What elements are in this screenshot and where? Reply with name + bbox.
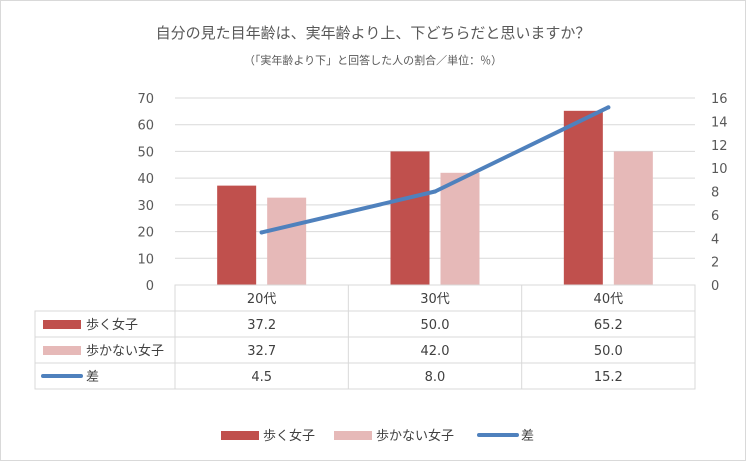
chart-title: 自分の見た目年齢は、実年齢より上、下どちらだと思いますか？ (156, 24, 591, 42)
line-series-diff (259, 105, 611, 235)
right-tick-label: 0 (711, 279, 719, 294)
right-tick-label: 4 (711, 232, 719, 247)
series-name: 差 (86, 370, 99, 385)
left-tick-label: 20 (137, 226, 154, 241)
data-value-label: 65.2 (594, 318, 623, 333)
right-axis: 0 2 4 6 8 10 12 14 16 (711, 92, 728, 294)
legend-label: 歩かない女子 (376, 428, 454, 444)
series-name: 歩かない女子 (86, 343, 164, 359)
left-tick-label: 40 (137, 172, 154, 187)
right-tick-label: 6 (711, 209, 719, 224)
table-legend-swatch (43, 320, 81, 329)
right-tick-label: 16 (711, 92, 728, 107)
left-tick-label: 70 (137, 92, 154, 107)
data-value-label: 32.7 (247, 344, 276, 359)
data-value-label: 37.2 (247, 318, 276, 333)
bar-1-2 (390, 151, 430, 285)
line-point (606, 105, 611, 110)
left-axis: 0 10 20 30 40 50 60 70 (137, 92, 154, 294)
left-tick-label: 0 (146, 279, 154, 294)
legend-label: 差 (521, 429, 534, 444)
legend-label: 歩く女子 (263, 428, 315, 444)
chart-subtitle: （「実年齢より下」と回答した人の割合／単位：％） (244, 53, 502, 67)
data-value-label: 15.2 (594, 370, 623, 385)
legend: 歩く女子 歩かない女子 差 (221, 428, 534, 444)
right-tick-label: 8 (711, 186, 719, 201)
line-point (433, 189, 437, 194)
bar-2-3 (613, 151, 653, 285)
category-label: 20代 (247, 292, 277, 307)
bar-1-3 (563, 110, 603, 285)
data-value-label: 8.0 (425, 370, 446, 385)
category-label: 30代 (420, 292, 450, 307)
series-name: 歩く女子 (86, 317, 138, 333)
data-value-label: 4.5 (251, 370, 272, 385)
difference-line (259, 105, 611, 235)
data-value-label: 50.0 (594, 344, 623, 359)
right-tick-label: 14 (711, 115, 728, 130)
left-tick-label: 10 (137, 252, 154, 267)
category-label: 40代 (594, 292, 624, 307)
right-tick-label: 12 (711, 139, 728, 154)
right-tick-label: 10 (711, 162, 728, 177)
table-legend-swatch (43, 346, 81, 355)
legend-swatch (334, 431, 372, 440)
bar-2-2 (440, 172, 480, 285)
left-tick-label: 60 (137, 119, 154, 134)
bars (217, 110, 653, 285)
right-tick-label: 2 (711, 256, 719, 271)
bar-2-1 (267, 197, 307, 285)
left-tick-label: 30 (137, 199, 154, 214)
bar-1-1 (217, 185, 257, 285)
data-value-label: 42.0 (421, 344, 450, 359)
line-point (259, 230, 264, 235)
left-tick-label: 50 (137, 145, 154, 160)
data-value-label: 50.0 (421, 318, 450, 333)
legend-swatch (221, 431, 259, 440)
